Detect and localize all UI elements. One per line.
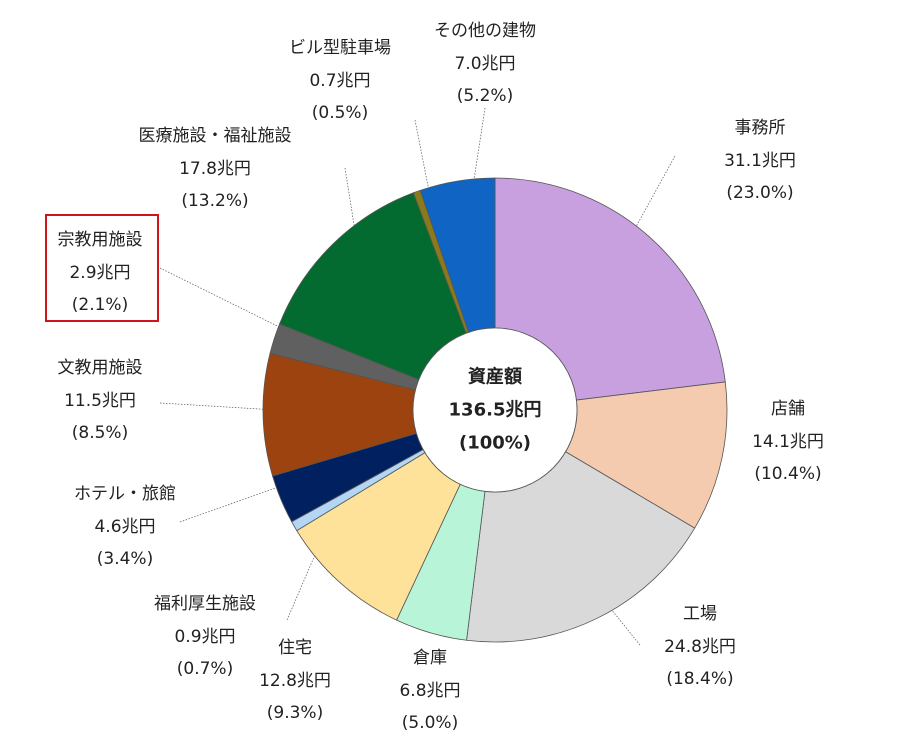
slice-amount: 11.5兆円: [64, 390, 136, 411]
center-percent: (100%): [458, 432, 532, 454]
center-total: 136.5兆円: [448, 399, 542, 421]
leader-line-11: [414, 119, 431, 197]
slice-name: 医療施設・福祉施設: [138, 126, 292, 146]
slice-pct: (10.4%): [754, 464, 822, 484]
slice-label-5: 住宅 12.8兆円 (9.3%): [259, 632, 331, 730]
slice-name: 福利厚生施設: [154, 594, 256, 614]
donut-slices: [262, 177, 728, 643]
slice-label-8: 文教用施設 11.5兆円 (8.5%): [58, 352, 143, 450]
slice-label-6: 福利厚生施設 0.9兆円 (0.7%): [154, 588, 256, 686]
center-title: 資産額: [468, 366, 522, 388]
slice-amount: 31.1兆円: [724, 150, 796, 171]
slice-label-7: ホテル・旅館 4.6兆円 (3.4%): [74, 478, 176, 576]
slice-pct: (0.7%): [176, 659, 234, 679]
slice-label-3: 工場 24.8兆円 (18.4%): [664, 598, 736, 696]
slice-label-1: 事務所 31.1兆円 (23.0%): [724, 112, 796, 210]
leader-line-8: [159, 402, 343, 415]
slice-amount: 14.1兆円: [752, 431, 824, 452]
slice-name: ビル型駐車場: [289, 38, 391, 58]
slice-pct: (8.5%): [71, 423, 129, 443]
slice-label-9: 宗教用施設 2.9兆円 (2.1%): [58, 224, 143, 322]
slice-name: 文教用施設: [57, 358, 143, 378]
slice-name: 宗教用施設: [57, 230, 143, 250]
slice-amount: 4.6兆円: [94, 516, 156, 537]
highlight-box: [45, 214, 159, 322]
slice-amount: 0.9兆円: [174, 626, 236, 647]
slice-name: 倉庫: [412, 648, 447, 668]
slice-pct: (9.3%): [266, 703, 324, 723]
slice-label-10: 医療施設・福祉施設 17.8兆円 (13.2%): [139, 120, 292, 218]
slice-name: ホテル・旅館: [74, 484, 176, 504]
donut-center-label: 資産額 136.5兆円 (100%): [449, 361, 542, 460]
slice-amount: 24.8兆円: [664, 636, 736, 657]
slice-amount: 2.9兆円: [69, 262, 131, 283]
slice-pct: (2.1%): [71, 295, 129, 315]
slice-amount: 6.8兆円: [399, 680, 461, 701]
slice-label-4: 倉庫 6.8兆円 (5.0%): [399, 642, 460, 740]
slice-amount: 12.8兆円: [259, 670, 331, 691]
slice-label-2: 店舗 14.1兆円 (10.4%): [752, 393, 824, 491]
slice-name: 事務所: [734, 118, 786, 138]
slice-pct: (0.5%): [311, 103, 369, 123]
slice-pct: (13.2%): [181, 191, 249, 211]
donut-hole: [412, 327, 578, 493]
slice-pct: (5.2%): [456, 86, 514, 106]
slice-name: その他の建物: [434, 21, 536, 41]
slice-name: 住宅: [277, 638, 312, 658]
slice-pct: (18.4%): [666, 669, 734, 689]
slice-label-12: その他の建物 7.0兆円 (5.2%): [434, 15, 536, 113]
slice-label-11: ビル型駐車場 0.7兆円 (0.5%): [289, 32, 391, 130]
slice-pct: (3.4%): [96, 549, 154, 569]
slice-amount: 17.8兆円: [179, 158, 251, 179]
slice-name: 店舗: [770, 399, 805, 419]
slice-amount: 0.7兆円: [309, 70, 371, 91]
slice-pct: (23.0%): [726, 183, 794, 203]
slice-amount: 7.0兆円: [454, 53, 516, 74]
slice-name: 工場: [682, 604, 717, 624]
leader-line-9: [159, 267, 351, 363]
slice-pct: (5.0%): [401, 713, 459, 733]
